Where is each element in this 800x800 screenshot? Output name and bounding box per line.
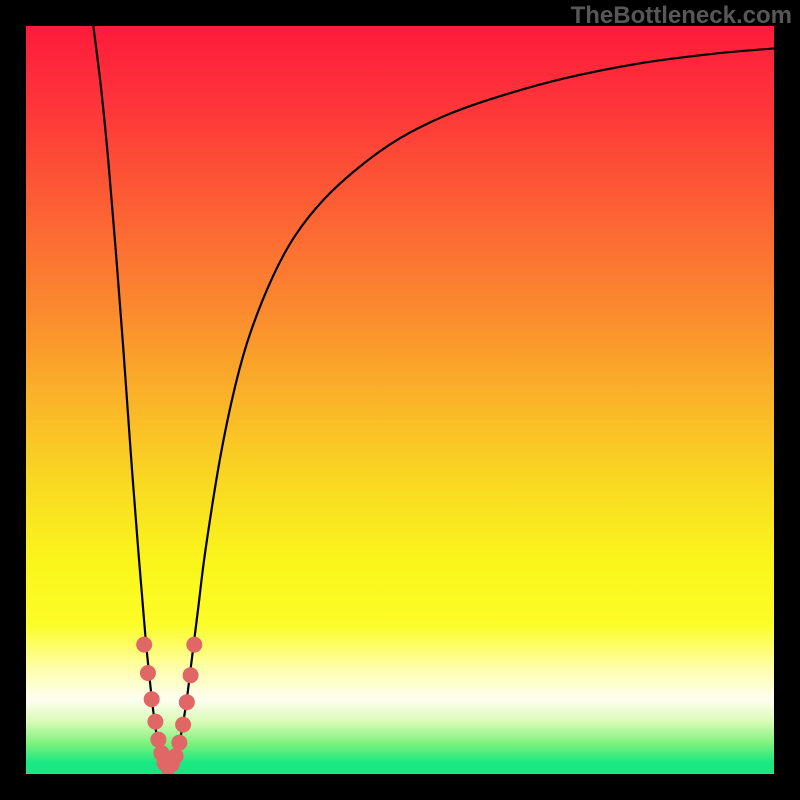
chart-container: TheBottleneck.com: [0, 0, 800, 800]
data-marker: [186, 637, 202, 653]
data-marker: [168, 748, 184, 764]
data-marker: [150, 732, 166, 748]
data-marker: [179, 694, 195, 710]
plot-svg: [26, 26, 774, 774]
watermark-text: TheBottleneck.com: [571, 2, 792, 30]
data-marker: [175, 717, 191, 733]
data-marker: [140, 665, 156, 681]
plot-area: [26, 26, 774, 774]
data-marker: [147, 714, 163, 730]
data-marker: [136, 637, 152, 653]
data-marker: [183, 667, 199, 683]
data-marker: [144, 691, 160, 707]
data-marker: [171, 735, 187, 751]
